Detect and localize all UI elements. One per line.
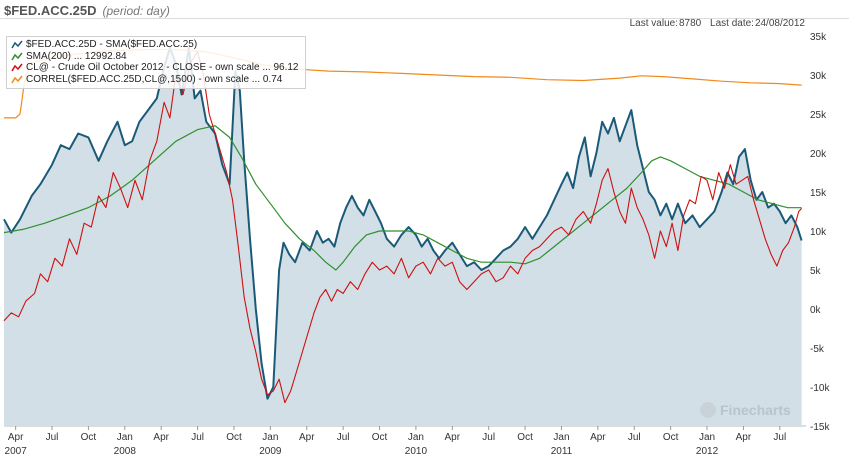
legend-line-icon xyxy=(11,75,23,84)
y-tick-label: 0k xyxy=(810,305,822,316)
x-tick-label: Jul xyxy=(191,432,204,443)
x-year-label: 2010 xyxy=(405,446,428,457)
x-year-label: 2009 xyxy=(259,446,282,457)
y-tick-label: -15k xyxy=(810,422,830,433)
y-tick-label: 5k xyxy=(810,266,822,277)
legend-label: CORREL($FED.ACC.25D,CL@,1500) - own scal… xyxy=(26,73,283,85)
x-tick-label: Oct xyxy=(517,432,533,443)
x-tick-label: Jul xyxy=(628,432,641,443)
x-year-label: 2012 xyxy=(696,446,719,457)
watermark: Finecharts xyxy=(700,402,791,418)
series-crude-oil-line xyxy=(3,51,803,404)
x-tick-label: Oct xyxy=(226,432,242,443)
legend-label: $FED.ACC.25D - SMA($FED.ACC.25) xyxy=(26,39,198,50)
y-tick-label: 15k xyxy=(810,188,827,199)
legend-label: CL@ - Crude Oil October 2012 - CLOSE - o… xyxy=(26,62,299,73)
legend-line-icon xyxy=(11,52,23,61)
x-tick-label: Apr xyxy=(153,432,169,443)
x-year-label: 2011 xyxy=(551,446,573,457)
header-divider xyxy=(0,18,849,19)
watermark-text: Finecharts xyxy=(720,402,791,418)
y-tick-label: -10k xyxy=(810,383,830,394)
last-value-label: Last value: xyxy=(629,18,678,29)
x-tick-label: Jul xyxy=(482,432,495,443)
legend-entry: CORREL($FED.ACC.25D,CL@,1500) - own scal… xyxy=(11,74,299,86)
finecharts-logo-icon xyxy=(700,402,716,418)
symbol-label: $FED.ACC.25D xyxy=(4,3,97,18)
chart-title: $FED.ACC.25D (period: day) xyxy=(4,3,170,18)
x-tick-label: Apr xyxy=(445,432,461,443)
legend-line-icon xyxy=(11,63,23,72)
y-tick-label: 25k xyxy=(810,110,827,121)
legend-line-icon xyxy=(11,40,23,49)
last-date-label: Last date: xyxy=(710,18,754,29)
legend: $FED.ACC.25D - SMA($FED.ACC.25) SMA(200) … xyxy=(6,36,306,89)
legend-label: SMA(200) ... 12992.84 xyxy=(26,50,127,62)
x-year-label: 2008 xyxy=(114,446,137,457)
x-tick-label: Jan xyxy=(117,432,133,443)
series-sma-line xyxy=(3,125,802,271)
x-tick-label: Oct xyxy=(663,432,679,443)
y-tick-label: -5k xyxy=(810,344,825,355)
x-tick-label: Oct xyxy=(372,432,388,443)
x-tick-label: Jul xyxy=(337,432,350,443)
y-tick-label: 30k xyxy=(810,71,827,82)
x-tick-label: Jan xyxy=(553,432,569,443)
y-tick-label: 10k xyxy=(810,227,827,238)
x-tick-label: Oct xyxy=(81,432,97,443)
x-tick-label: Jan xyxy=(408,432,424,443)
last-date: 24/08/2012 xyxy=(754,18,805,29)
series-area-fill xyxy=(4,47,802,426)
x-tick-label: Jan xyxy=(262,432,278,443)
last-value: 8780 xyxy=(678,18,702,29)
x-tick-label: Jul xyxy=(773,432,786,443)
x-tick-label: Apr xyxy=(736,432,752,443)
legend-entry: $FED.ACC.25D - SMA($FED.ACC.25) xyxy=(11,39,299,51)
x-year-label: 2007 xyxy=(5,446,28,457)
last-info: Last value:8780 Last date:24/08/2012 xyxy=(624,18,805,29)
x-tick-label: Jan xyxy=(699,432,715,443)
y-tick-label: 20k xyxy=(810,149,827,160)
legend-entry: CL@ - Crude Oil October 2012 - CLOSE - o… xyxy=(11,62,299,74)
x-tick-label: Apr xyxy=(299,432,315,443)
legend-entry: SMA(200) ... 12992.84 xyxy=(11,51,299,63)
y-tick-label: 35k xyxy=(810,32,827,43)
period-label: (period: day) xyxy=(102,4,170,18)
x-tick-label: Jul xyxy=(46,432,59,443)
x-tick-label: Apr xyxy=(590,432,606,443)
x-tick-label: Apr xyxy=(8,432,24,443)
